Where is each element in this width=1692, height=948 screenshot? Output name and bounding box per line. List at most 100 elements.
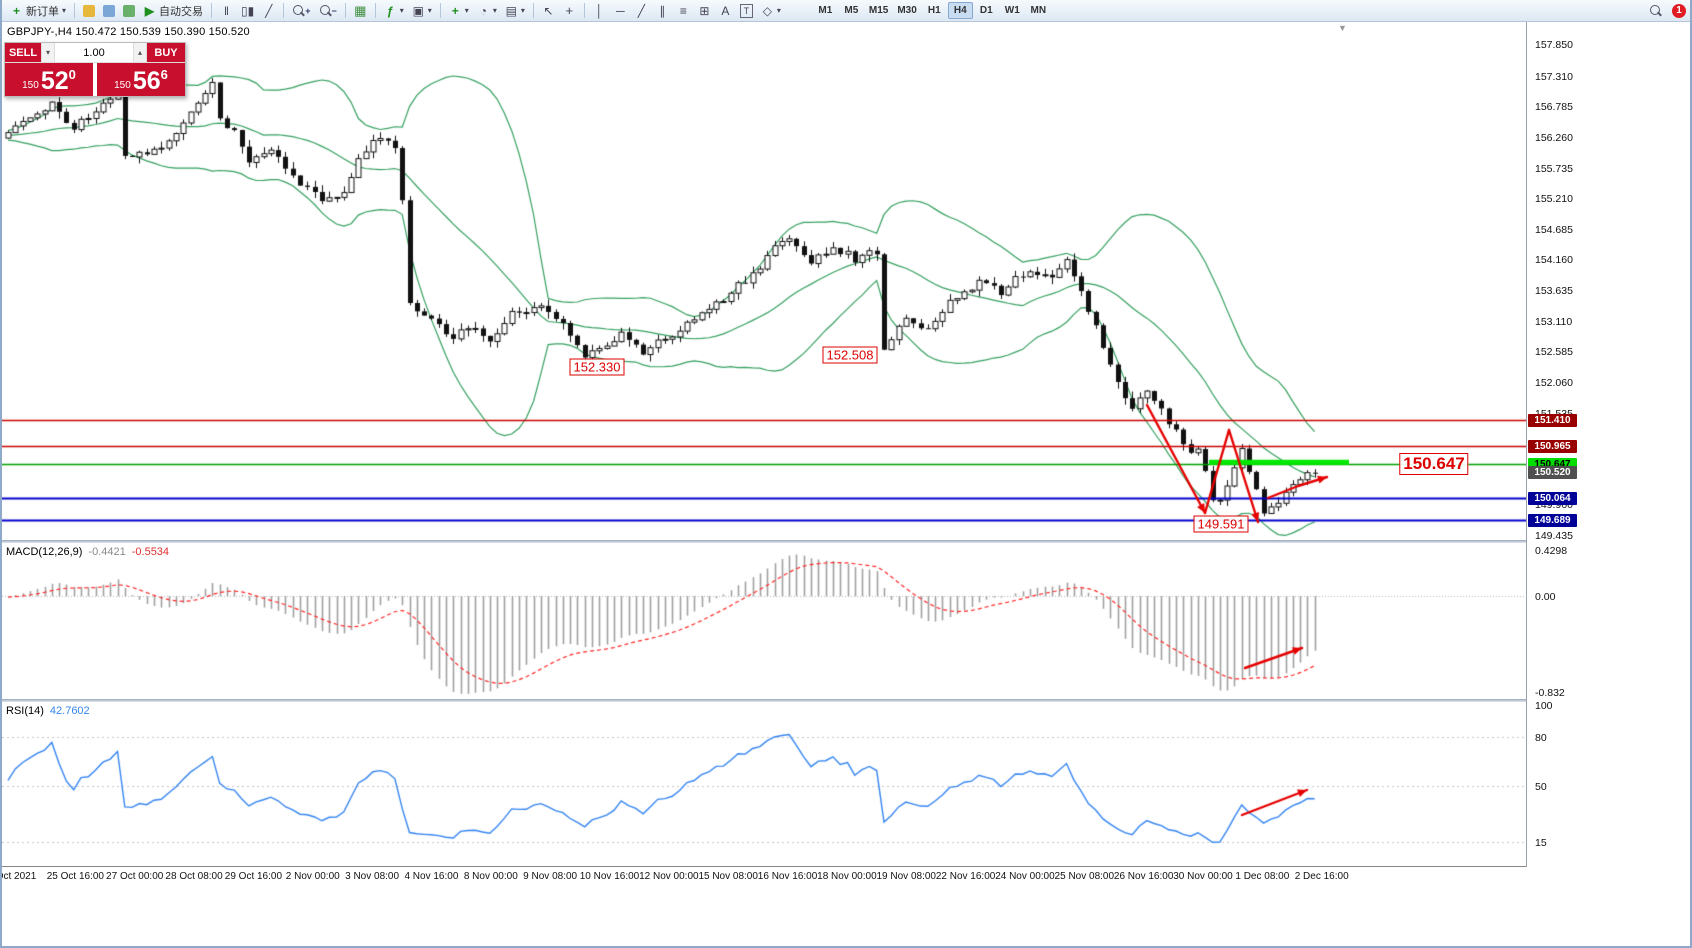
bar-chart-icon: ‖: [224, 3, 229, 18]
price-tick-label: 155.210: [1535, 193, 1573, 206]
timeframe-d1-button[interactable]: D1: [979, 5, 993, 16]
vertical-line-tool[interactable]: │: [589, 1, 610, 20]
tile-windows-button[interactable]: ▦: [350, 1, 371, 20]
top-toolbar: + 新订单 ▾ ▶ 自动交易 ‖ ▯▮ ╱ + − ▦ ƒ ▾ ▣ ▾ + ▾ ◔ ▾ …: [2, 0, 1690, 22]
ask-pip-digit: 6: [160, 67, 168, 82]
plus-sign-icon: +: [305, 5, 311, 16]
new-order-button[interactable]: + 新订单 ▾: [6, 1, 70, 20]
volume-increase-button[interactable]: ▴: [133, 43, 147, 62]
line-chart-button[interactable]: ╱: [258, 1, 279, 20]
price-scale[interactable]: 157.850 157.310 156.785 156.260 155.735 155.2…: [1527, 22, 1690, 867]
price-annotation[interactable]: 152.330: [569, 358, 625, 376]
panel-separator[interactable]: [2, 540, 1690, 543]
timeframe-toolbar: M1 M5 M15 M30 H1 H4 D1 W1 MN: [813, 2, 1051, 19]
objects-dropdown[interactable]: ▣ ▾: [408, 1, 436, 20]
template-dropdown[interactable]: ▤ ▾: [501, 1, 529, 20]
refresh-button[interactable]: [119, 1, 139, 20]
trendline-tool[interactable]: ╱: [631, 1, 652, 20]
print-icon: [103, 4, 116, 17]
timeframe-m1-button[interactable]: M1: [818, 5, 833, 16]
zoom-in-button[interactable]: +: [288, 1, 314, 20]
price-marker: 150.520: [1528, 465, 1577, 479]
metaeditor-button[interactable]: [79, 1, 99, 20]
price-marker: 151.410: [1528, 413, 1577, 427]
price-tick-label: 154.685: [1535, 223, 1573, 236]
sell-button[interactable]: SELL: [5, 43, 41, 62]
auto-trading-button[interactable]: ▶ 自动交易: [139, 1, 207, 20]
indicators-dropdown[interactable]: ƒ ▾: [380, 1, 408, 20]
timeframe-m30-button[interactable]: M30: [897, 5, 917, 16]
trendline-icon: ╱: [637, 3, 645, 18]
toolbar-separator: [374, 3, 376, 18]
print-button[interactable]: [99, 1, 119, 20]
price-tick-label: 157.310: [1535, 70, 1573, 83]
shapes-dropdown[interactable]: ◇ ▾: [757, 1, 785, 20]
macd-scale-label: -0.832: [1535, 687, 1565, 699]
volume-decrease-button[interactable]: ▾: [41, 43, 55, 62]
chevron-down-icon: ▾: [464, 6, 469, 15]
cursor-button[interactable]: ↖: [538, 1, 559, 20]
toolbar-separator: [583, 3, 585, 18]
time-axis-label: 28 Oct 08:00: [165, 871, 223, 882]
macd-scale-label: 0.4298: [1535, 545, 1568, 557]
search-icon: [1649, 4, 1662, 17]
text-label-tool[interactable]: T: [736, 1, 757, 20]
toolbar-separator: [532, 3, 534, 18]
add-indicator-dropdown[interactable]: + ▾: [445, 1, 473, 20]
bar-chart-button[interactable]: ‖: [216, 1, 237, 20]
price-chart-canvas[interactable]: [2, 22, 1526, 540]
panel-separator[interactable]: [2, 699, 1690, 702]
timeframe-w1-button[interactable]: W1: [1004, 5, 1020, 16]
time-axis-label: 16 Nov 16:00: [757, 871, 818, 882]
tile-windows-icon: ▦: [354, 3, 367, 18]
search-button[interactable]: [1645, 1, 1666, 20]
buy-button[interactable]: BUY: [147, 43, 185, 62]
periods-dropdown[interactable]: ◔ ▾: [473, 1, 501, 20]
chevron-down-icon: ▾: [492, 6, 497, 15]
rsi-panel-canvas[interactable]: [2, 702, 1526, 866]
timeframe-m5-button[interactable]: M5: [844, 5, 859, 16]
timeframe-m15-button[interactable]: M15: [868, 5, 889, 16]
time-axis-label: 4 Nov 16:00: [404, 871, 459, 882]
time-axis-label: 30 Nov 00:00: [1173, 871, 1233, 882]
sell-price-button[interactable]: 150 52 0: [5, 63, 93, 96]
macd-panel-canvas[interactable]: [2, 543, 1526, 699]
notification-badge[interactable]: 1: [1672, 3, 1686, 18]
price-annotation[interactable]: 150.647: [1399, 453, 1469, 475]
crosshair-button[interactable]: +: [559, 1, 580, 20]
volume-input[interactable]: [55, 43, 133, 62]
timeframe-h4-button[interactable]: H4: [947, 2, 973, 19]
text-tool[interactable]: A: [715, 1, 736, 20]
horizontal-line-tool[interactable]: ─: [610, 1, 631, 20]
time-axis-label: 18 Nov 00:00: [817, 871, 877, 882]
price-tick-label: 153.110: [1535, 315, 1573, 328]
channel-tool[interactable]: ∥: [652, 1, 673, 20]
candlestick-chart-button[interactable]: ▯▮: [237, 1, 258, 20]
toolbar-separator: [74, 3, 76, 18]
chevron-down-icon: ▾: [427, 6, 432, 15]
price-annotation[interactable]: 152.508: [822, 346, 878, 364]
objects-icon: ▣: [412, 3, 424, 18]
time-axis-label: 9 Nov 08:00: [523, 871, 578, 882]
ask-big-digits: 56: [132, 67, 161, 96]
new-order-label: 新订单: [26, 5, 59, 18]
timeframe-mn-button[interactable]: MN: [1030, 5, 1047, 16]
price-marker: 150.965: [1528, 439, 1577, 453]
vertical-line-icon: │: [595, 3, 604, 18]
metaeditor-icon: [83, 4, 96, 17]
buy-price-button[interactable]: 150 56 6: [97, 63, 185, 96]
timeframe-h1-button[interactable]: H1: [927, 5, 941, 16]
chart-shift-marker[interactable]: ▼: [1338, 23, 1347, 33]
time-axis-label: 25 Nov 08:00: [1054, 871, 1115, 882]
grid-tool[interactable]: ⊞: [694, 1, 715, 20]
macd-scale-label: 0.00: [1535, 591, 1556, 604]
time-axis-label: 25 Oct 16:00: [46, 871, 104, 882]
cursor-icon: ↖: [543, 3, 554, 18]
rsi-indicator-label: RSI(14) 42.7602: [6, 705, 96, 717]
fibonacci-tool[interactable]: ≡: [673, 1, 694, 20]
price-annotation[interactable]: 149.591: [1193, 515, 1249, 533]
rsi-scale-label: 80: [1535, 732, 1547, 745]
zoom-out-button[interactable]: −: [315, 1, 341, 20]
